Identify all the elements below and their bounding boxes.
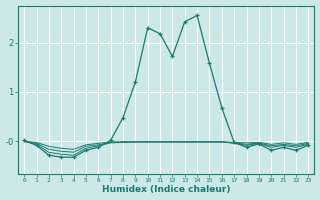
X-axis label: Humidex (Indice chaleur): Humidex (Indice chaleur) (102, 185, 230, 194)
